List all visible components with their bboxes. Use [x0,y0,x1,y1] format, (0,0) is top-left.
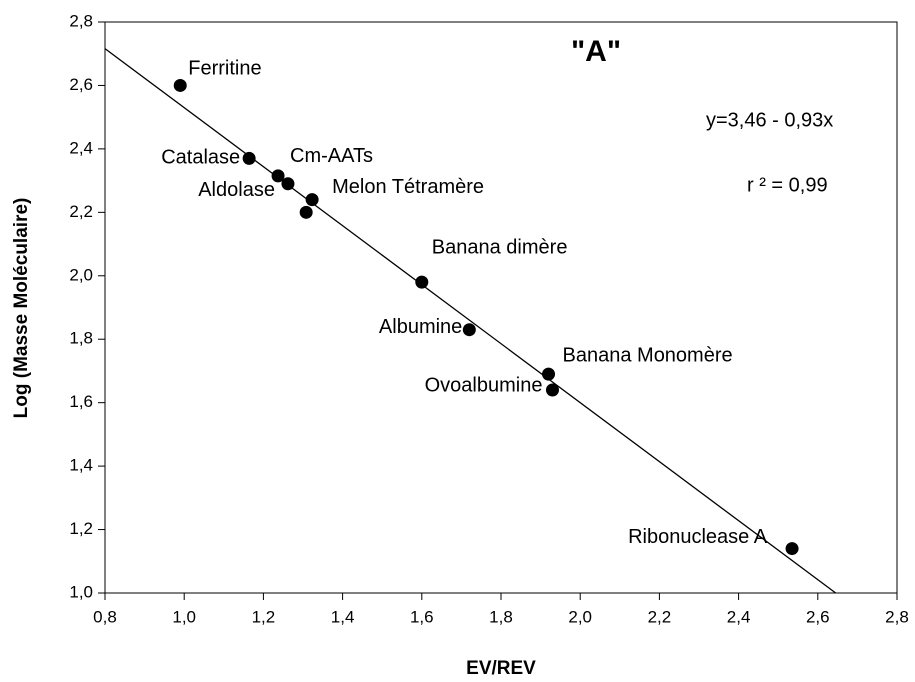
point [173,78,187,92]
point-label: Ferritine [188,58,261,80]
y-tick-label: 1,8 [69,329,93,348]
plot-frame [104,21,898,594]
y-tick-label: 2,6 [69,75,93,94]
point [281,177,295,191]
point-label: Albumine [379,316,462,338]
x-tick-label: 2,4 [727,607,751,626]
point [242,151,256,165]
x-tick-label: 1,0 [172,607,196,626]
point-label: Aldolase [198,179,275,201]
point-label: Catalase [161,147,240,169]
y-tick-label: 2,4 [69,138,93,157]
y-tick-label: 2,8 [69,11,93,30]
point [271,169,285,183]
point-label: Banana dimère [432,236,568,258]
point-label: Cm-AATs [290,145,373,167]
x-tick-label: 1,6 [410,607,434,626]
y-tick-label: 1,6 [69,392,93,411]
y-tick-label: 2,0 [69,265,93,284]
y-tick-label: 1,4 [69,456,93,475]
annotation: y=3,46 - 0,93x [706,109,833,131]
x-tick-label: 2,6 [806,607,830,626]
x-tick-label: 2,8 [885,607,909,626]
x-tick-label: 1,4 [331,607,355,626]
point-label: Banana Monomère [563,344,733,366]
x-tick-label: 2,0 [568,607,592,626]
y-tick-label: 1,0 [69,582,93,601]
point [305,193,319,207]
y-axis-label: Log (Masse Moléculaire) [11,198,32,419]
x-axis-label: EV/REV [466,658,536,679]
point [785,542,799,556]
annotation: "A" [571,35,621,68]
x-tick-label: 1,8 [489,607,513,626]
regression-line [104,48,837,594]
x-tick-label: 2,2 [648,607,672,626]
y-tick-label: 1,2 [69,519,93,538]
point [545,383,559,397]
point [462,323,476,337]
x-tick-label: 1,2 [252,607,276,626]
point-label: Ovoalbumine [425,374,543,396]
point-label: Melon Tétramère [332,176,484,198]
y-tick-label: 2,2 [69,202,93,221]
x-tick-label: 0,8 [93,607,117,626]
annotation: r ² = 0,99 [747,174,828,196]
point [415,275,429,289]
point [299,205,313,219]
point [542,367,556,381]
point-label: Ribonuclease A [628,526,768,548]
